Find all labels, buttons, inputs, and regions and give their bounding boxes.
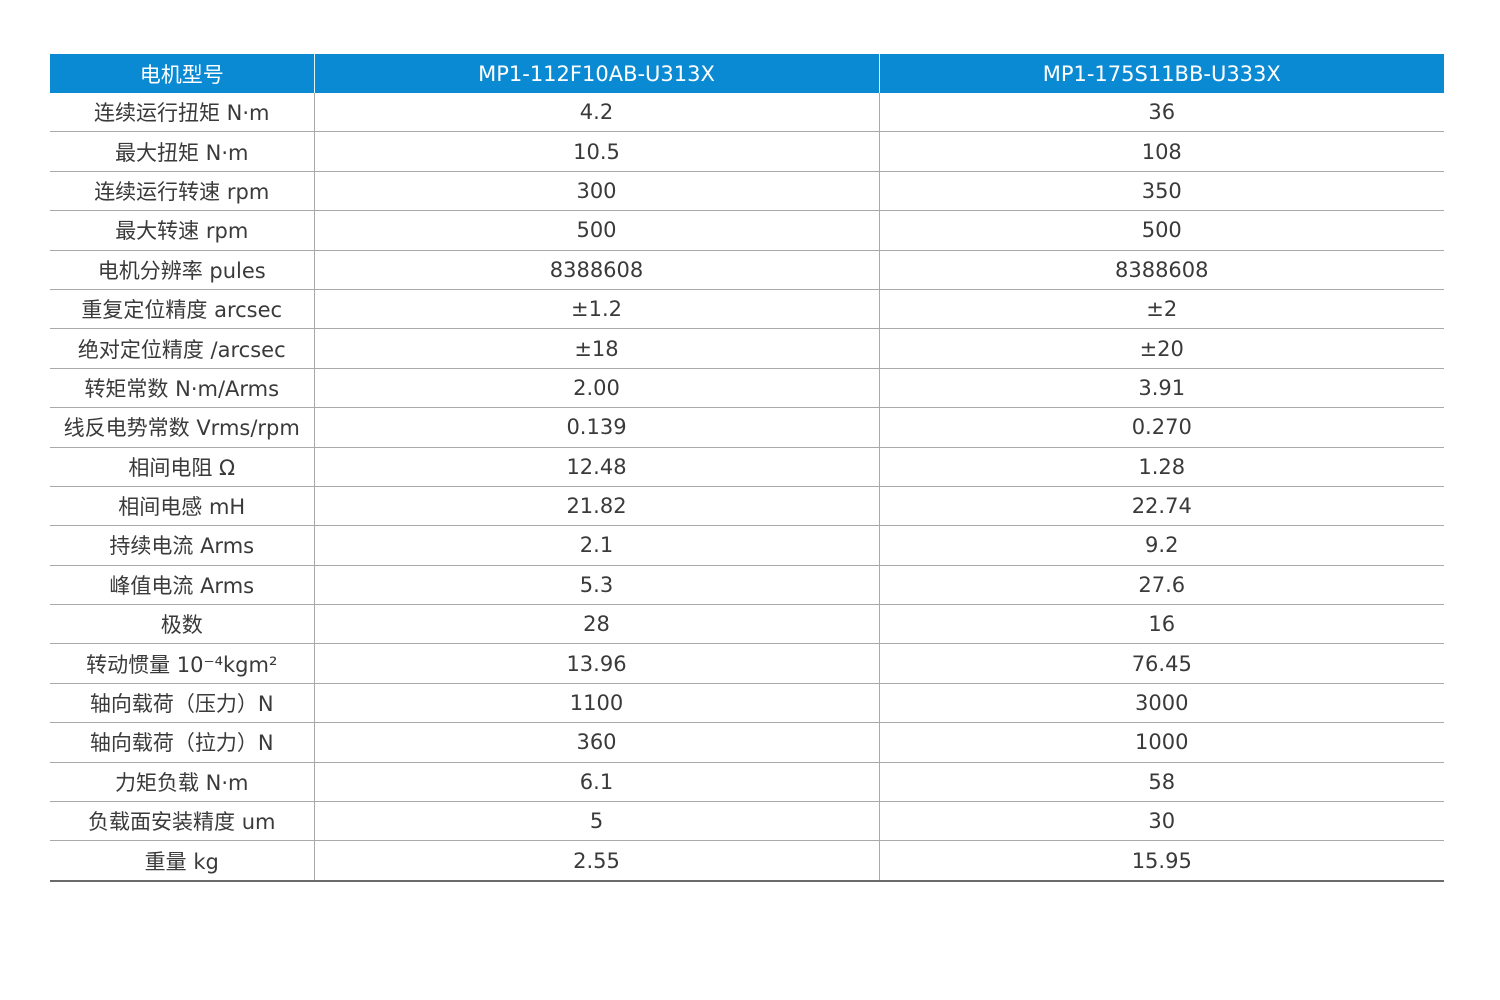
table-row: 持续电流 Arms 2.1 9.2 xyxy=(50,525,1444,566)
value-cell: 8388608 xyxy=(313,250,879,290)
header-cell: MP1-112F10AB-U313X xyxy=(313,54,879,93)
value-cell: ±20 xyxy=(878,328,1444,369)
row-label: 峰值电流 Arms xyxy=(50,565,314,606)
value-cell: 21.82 xyxy=(313,486,879,527)
row-label: 最大转速 rpm xyxy=(50,210,314,251)
value-cell: 15.95 xyxy=(878,840,1444,882)
value-cell: 9.2 xyxy=(878,525,1444,566)
table-row: 转动惯量 10⁻⁴kgm² 13.96 76.45 xyxy=(50,643,1444,684)
value-cell: ±18 xyxy=(313,328,879,369)
row-label: 连续运行扭矩 N·m xyxy=(50,93,314,133)
row-label: 极数 xyxy=(50,604,314,645)
value-cell: 300 xyxy=(313,171,879,212)
value-cell: 500 xyxy=(878,210,1444,251)
value-cell: 10.5 xyxy=(313,131,879,172)
table-row: 最大扭矩 N·m 10.5 108 xyxy=(50,131,1444,172)
value-cell: 0.139 xyxy=(313,407,879,448)
table-row: 重复定位精度 arcsec ±1.2 ±2 xyxy=(50,289,1444,330)
value-cell: 1.28 xyxy=(878,447,1444,487)
row-label: 轴向载荷（拉力）N xyxy=(50,722,314,763)
value-cell: 16 xyxy=(878,604,1444,645)
value-cell: 76.45 xyxy=(878,643,1444,684)
value-cell: 1100 xyxy=(313,683,879,724)
value-cell: 360 xyxy=(313,722,879,763)
value-cell: 12.48 xyxy=(313,447,879,487)
row-label: 持续电流 Arms xyxy=(50,525,314,566)
value-cell: 28 xyxy=(313,604,879,645)
value-cell: 58 xyxy=(878,762,1444,803)
value-cell: ±1.2 xyxy=(313,289,879,330)
row-label: 线反电势常数 Vrms/rpm xyxy=(50,407,314,448)
table-row: 线反电势常数 Vrms/rpm 0.139 0.270 xyxy=(50,407,1444,448)
table-row: 连续运行转速 rpm 300 350 xyxy=(50,171,1444,212)
table-row: 轴向载荷（拉力）N 360 1000 xyxy=(50,722,1444,763)
row-label: 转矩常数 N·m/Arms xyxy=(50,368,314,409)
value-cell: 350 xyxy=(878,171,1444,212)
table-row: 重量 kg 2.55 15.95 xyxy=(50,840,1444,882)
value-cell: 108 xyxy=(878,131,1444,172)
value-cell: 36 xyxy=(878,93,1444,133)
value-cell: 2.1 xyxy=(313,525,879,566)
value-cell: 5 xyxy=(313,801,879,842)
value-cell: 13.96 xyxy=(313,643,879,684)
table-row: 连续运行扭矩 N·m 4.2 36 xyxy=(50,93,1444,133)
row-label: 转动惯量 10⁻⁴kgm² xyxy=(50,643,314,684)
row-label: 相间电阻 Ω xyxy=(50,447,314,487)
value-cell: 30 xyxy=(878,801,1444,842)
table-row: 峰值电流 Arms 5.3 27.6 xyxy=(50,565,1444,606)
value-cell: 5.3 xyxy=(313,565,879,606)
value-cell: 1000 xyxy=(878,722,1444,763)
table-row: 力矩负载 N·m 6.1 58 xyxy=(50,762,1444,803)
header-row: 电机型号 MP1-112F10AB-U313X MP1-175S11BB-U333X xyxy=(50,54,1444,93)
value-cell: 3.91 xyxy=(878,368,1444,409)
row-label: 重复定位精度 arcsec xyxy=(50,289,314,330)
table-row: 极数 28 16 xyxy=(50,604,1444,645)
table-row: 电机分辨率 pules 8388608 8388608 xyxy=(50,250,1444,290)
value-cell: ±2 xyxy=(878,289,1444,330)
table-row: 最大转速 rpm 500 500 xyxy=(50,210,1444,251)
value-cell: 6.1 xyxy=(313,762,879,803)
row-label: 最大扭矩 N·m xyxy=(50,131,314,172)
row-label: 相间电感 mH xyxy=(50,486,314,527)
value-cell: 2.00 xyxy=(313,368,879,409)
header-cell: MP1-175S11BB-U333X xyxy=(878,54,1444,93)
value-cell: 8388608 xyxy=(878,250,1444,290)
row-label: 负载面安装精度 um xyxy=(50,801,314,842)
table-row: 相间电感 mH 21.82 22.74 xyxy=(50,486,1444,527)
row-label: 电机分辨率 pules xyxy=(50,250,314,290)
table-row: 转矩常数 N·m/Arms 2.00 3.91 xyxy=(50,368,1444,409)
value-cell: 22.74 xyxy=(878,486,1444,527)
value-cell: 2.55 xyxy=(313,840,879,882)
table-body: 连续运行扭矩 N·m 4.2 36 最大扭矩 N·m 10.5 108 连续运行转速 rpm… xyxy=(50,93,1444,882)
row-label: 连续运行转速 rpm xyxy=(50,171,314,212)
value-cell: 0.270 xyxy=(878,407,1444,448)
table-row: 负载面安装精度 um 5 30 xyxy=(50,801,1444,842)
row-label: 力矩负载 N·m xyxy=(50,762,314,803)
header-cell: 电机型号 xyxy=(50,54,314,93)
value-cell: 27.6 xyxy=(878,565,1444,606)
value-cell: 4.2 xyxy=(313,93,879,133)
value-cell: 3000 xyxy=(878,683,1444,724)
table-row: 相间电阻 Ω 12.48 1.28 xyxy=(50,447,1444,487)
row-label: 绝对定位精度 /arcsec xyxy=(50,328,314,369)
table-row: 绝对定位精度 /arcsec ±18 ±20 xyxy=(50,328,1444,369)
row-label: 重量 kg xyxy=(50,840,314,882)
spec-table: 电机型号 MP1-112F10AB-U313X MP1-175S11BB-U333X… xyxy=(50,54,1444,882)
row-label: 轴向载荷（压力）N xyxy=(50,683,314,724)
value-cell: 500 xyxy=(313,210,879,251)
table-row: 轴向载荷（压力）N 1100 3000 xyxy=(50,683,1444,724)
